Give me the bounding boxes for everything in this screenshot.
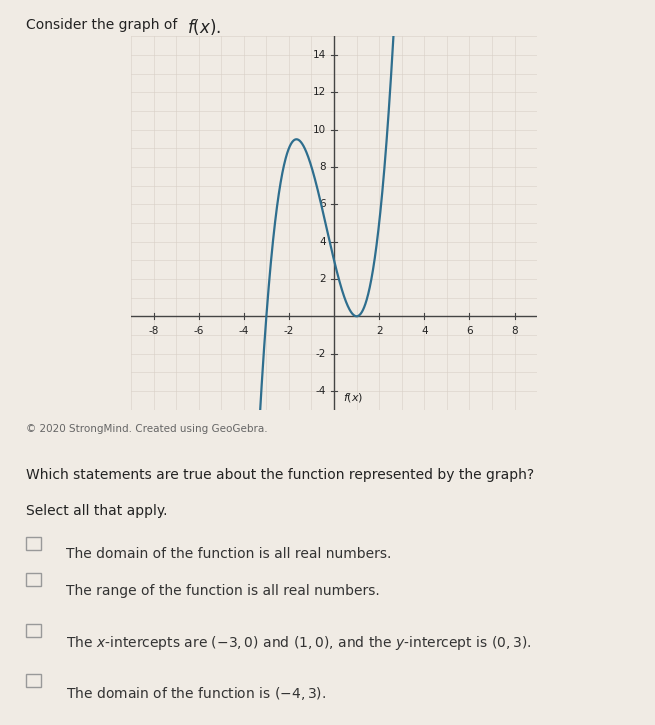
Text: 8: 8 (511, 326, 518, 336)
Text: -8: -8 (149, 326, 159, 336)
Text: 2: 2 (320, 274, 326, 284)
Text: $f(x)$.: $f(x)$. (187, 17, 221, 37)
Text: -2: -2 (316, 349, 326, 359)
Text: 6: 6 (466, 326, 473, 336)
Text: The domain of the function is $(-4, 3)$.: The domain of the function is $(-4, 3)$. (66, 685, 326, 702)
Text: -6: -6 (193, 326, 204, 336)
Text: © 2020 StrongMind. Created using GeoGebra.: © 2020 StrongMind. Created using GeoGebr… (26, 424, 268, 434)
Text: $f(x)$: $f(x)$ (343, 391, 364, 404)
Text: 14: 14 (313, 50, 326, 60)
Text: 10: 10 (313, 125, 326, 135)
Text: 6: 6 (320, 199, 326, 210)
Text: The range of the function is all real numbers.: The range of the function is all real nu… (66, 584, 379, 597)
Text: 4: 4 (320, 236, 326, 247)
Text: The domain of the function is all real numbers.: The domain of the function is all real n… (66, 547, 391, 561)
Text: Consider the graph of: Consider the graph of (26, 18, 182, 32)
Text: 2: 2 (376, 326, 383, 336)
Text: 4: 4 (421, 326, 428, 336)
Text: Which statements are true about the function represented by the graph?: Which statements are true about the func… (26, 468, 534, 481)
Text: 8: 8 (320, 162, 326, 172)
Text: The $x$-intercepts are $(-3, 0)$ and $(1, 0)$, and the $y$-intercept is $(0, 3)$: The $x$-intercepts are $(-3, 0)$ and $(1… (66, 634, 531, 652)
Text: 12: 12 (313, 87, 326, 97)
Text: -4: -4 (238, 326, 249, 336)
Text: Select all that apply.: Select all that apply. (26, 504, 168, 518)
Text: -4: -4 (316, 386, 326, 396)
Text: -2: -2 (284, 326, 294, 336)
